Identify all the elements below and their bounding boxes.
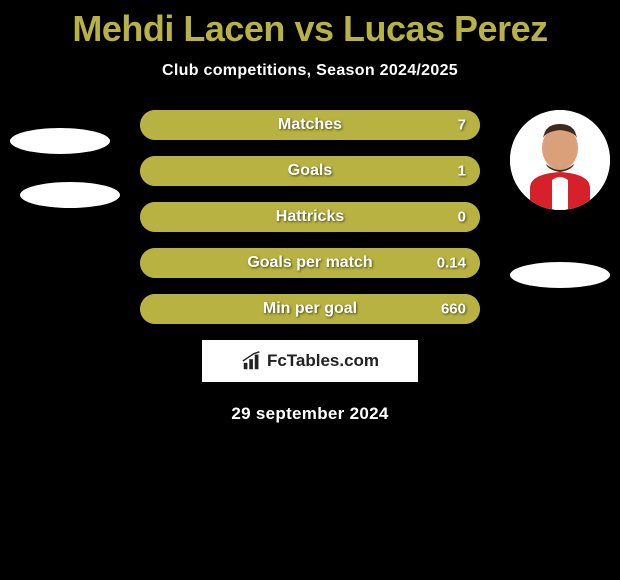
stat-bar-value: 660	[441, 301, 466, 318]
attribution-text: FcTables.com	[267, 351, 379, 371]
stat-bar: Goals 1	[140, 156, 480, 186]
stat-bar: Goals per match 0.14	[140, 248, 480, 278]
avatar-right-shadow	[510, 262, 610, 288]
stats-area: Matches 7 Goals 1 Hattricks 0 Goals per match 0…	[0, 110, 620, 324]
avatar-left-placeholder-1	[10, 128, 110, 154]
stat-bar-label: Matches	[278, 116, 342, 134]
avatar-left-placeholder-2	[20, 182, 120, 208]
player2-name: Lucas Perez	[343, 8, 548, 49]
stat-bar: Hattricks 0	[140, 202, 480, 232]
stat-bar-value: 1	[458, 163, 466, 180]
stat-bar-label: Min per goal	[263, 300, 357, 318]
stat-bar-value: 0	[458, 209, 466, 226]
comparison-title: Mehdi Lacen vs Lucas Perez	[0, 0, 620, 50]
player1-name: Mehdi Lacen	[72, 8, 285, 49]
subtitle: Club competitions, Season 2024/2025	[0, 62, 620, 80]
stat-bar-value: 7	[458, 117, 466, 134]
stat-bar-label: Goals	[288, 162, 332, 180]
stat-bar-value: 0.14	[437, 255, 466, 272]
attribution-badge: FcTables.com	[202, 340, 418, 382]
bar-chart-icon	[241, 350, 263, 372]
vs-separator: vs	[294, 8, 333, 49]
avatar-right	[510, 110, 610, 210]
date-line: 29 september 2024	[0, 404, 620, 424]
player2-avatar-icon	[510, 110, 610, 210]
stat-bar-label: Goals per match	[247, 254, 372, 272]
stat-bar: Min per goal 660	[140, 294, 480, 324]
stat-bar-label: Hattricks	[276, 208, 344, 226]
stat-bar: Matches 7	[140, 110, 480, 140]
stat-bars: Matches 7 Goals 1 Hattricks 0 Goals per match 0…	[140, 110, 480, 324]
